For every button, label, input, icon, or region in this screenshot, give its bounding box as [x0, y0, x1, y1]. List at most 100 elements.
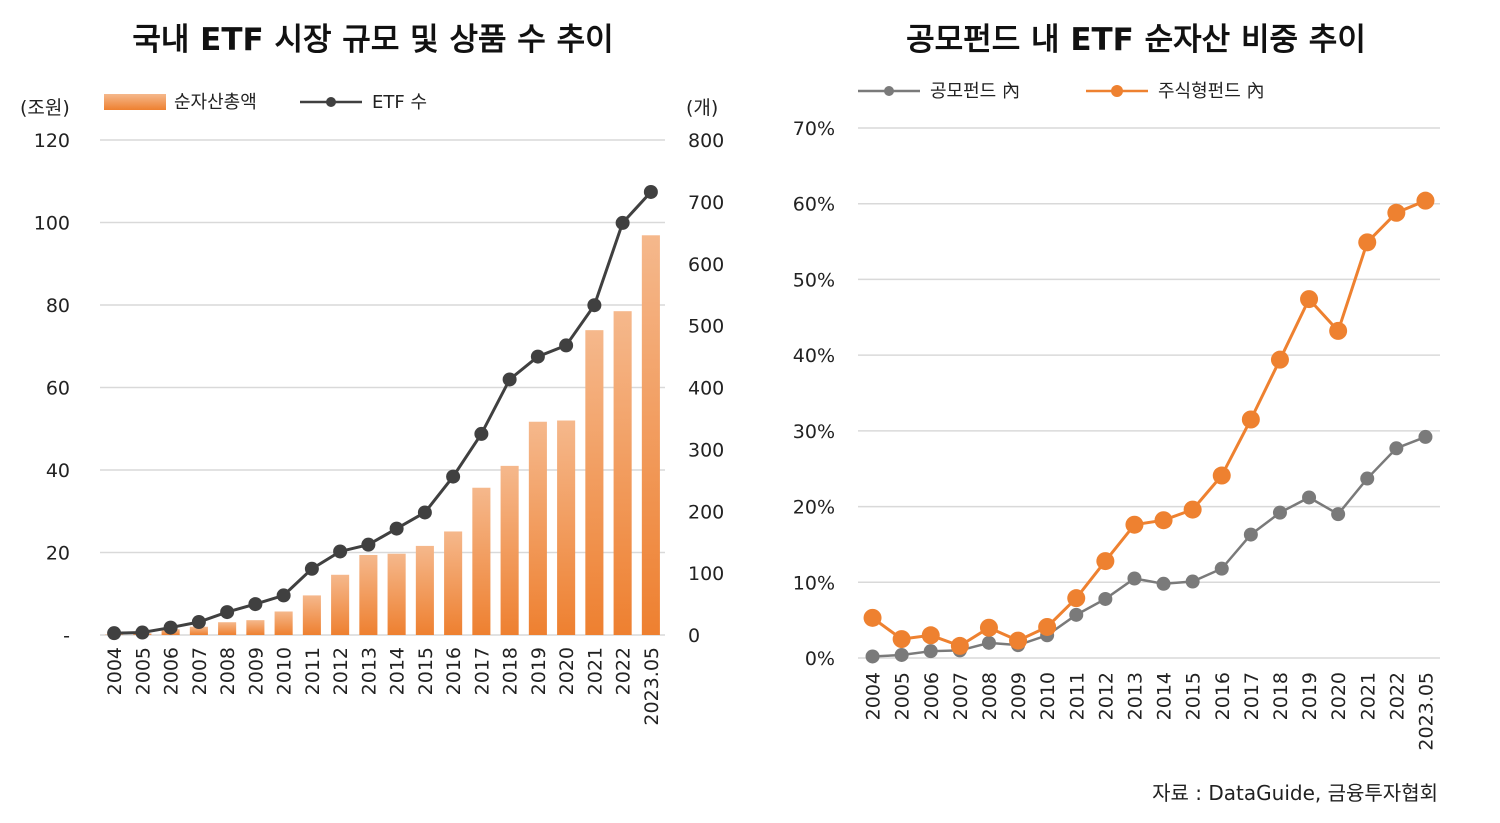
chart1-title: 국내 ETF 시장 규모 및 상품 수 추이 — [132, 22, 613, 58]
chart1-legend-line-label: ETF 수 — [372, 92, 427, 113]
chart1-x-tick: 2016 — [443, 647, 465, 695]
chart2-equity-fund-point — [1038, 617, 1057, 636]
chart1-etf-count-point — [474, 426, 489, 441]
chart1-left-unit: (조원) — [20, 97, 70, 119]
chart2-equity-fund-point — [1241, 410, 1260, 429]
chart2-x-tick: 2012 — [1095, 672, 1117, 720]
chart2-equity-fund-point — [1270, 350, 1289, 369]
chart2-equity-fund-point — [979, 618, 998, 637]
chart1-right-tick: 400 — [688, 378, 724, 400]
chart1-left-tick: 120 — [34, 130, 70, 152]
chart2-x-tick: 2013 — [1124, 672, 1146, 720]
chart1-bar — [331, 574, 350, 635]
chart1-left-tick: 60 — [46, 378, 70, 400]
chart2-public-fund-point — [1360, 471, 1375, 486]
chart2-y-tick: 0% — [805, 648, 835, 670]
chart1-etf-count-point — [615, 215, 630, 230]
chart1-x-tick: 2015 — [415, 647, 437, 695]
chart1-x-tick: 2021 — [584, 647, 606, 695]
chart1-left-tick: 100 — [34, 213, 70, 235]
chart1-right-tick: 300 — [688, 439, 724, 461]
chart2-equity-fund-point — [921, 626, 940, 645]
chart1-etf-count-point — [191, 615, 206, 630]
chart2-public-fund-line — [872, 435, 1426, 658]
chart2-equity-fund-point — [1300, 290, 1319, 309]
chart2-public-fund-point — [1069, 607, 1084, 622]
chart1-bar — [387, 553, 406, 635]
chart2-public-fund-point — [1302, 490, 1317, 505]
chart1-left-tick: - — [63, 625, 70, 647]
chart1-right-tick: 200 — [688, 501, 724, 523]
chart2-y-tick: 70% — [793, 118, 835, 140]
chart1-bar — [189, 626, 208, 635]
chart1-bar — [500, 465, 519, 635]
chart2-y-tick: 60% — [793, 194, 835, 216]
chart1-etf-count-point — [107, 626, 122, 641]
chart1-x-tick: 2008 — [217, 647, 239, 695]
chart1-x-tick: 2004 — [104, 647, 126, 695]
chart1-bar — [359, 554, 378, 635]
chart2-public-fund-point — [894, 647, 909, 662]
chart2-public-fund-point — [1331, 507, 1346, 522]
chart1-right-tick: 100 — [688, 563, 724, 585]
chart1-x-tick: 2017 — [471, 647, 493, 695]
chart1-left-tick: 20 — [46, 543, 70, 565]
chart1-etf-count-point — [361, 537, 376, 552]
chart1-x-tick: 2023.05 — [641, 647, 663, 726]
chart1-bar — [557, 420, 576, 635]
chart2-equity-fund-point — [1154, 511, 1173, 530]
chart1-right-tick: 700 — [688, 192, 724, 214]
chart2-legend-gray-label: 공모펀드 內 — [930, 81, 1020, 102]
chart1-etf-count-point — [276, 588, 291, 603]
chart2-legend-gray-marker — [884, 86, 894, 96]
chart1-x-tick: 2019 — [528, 647, 550, 695]
chart1-bar — [585, 330, 604, 635]
chart1-x-tick: 2010 — [274, 647, 296, 695]
chart1-etf-count-point — [530, 349, 545, 364]
source-note: 자료 : DataGuide, 금융투자협회 — [1152, 781, 1438, 805]
chart1-x-tick: 2007 — [189, 647, 211, 695]
chart2-equity-fund-point — [863, 608, 882, 627]
chart2-y-tick: 30% — [793, 421, 835, 443]
chart1-right-tick: 500 — [688, 316, 724, 338]
chart2-public-fund-point — [1098, 591, 1113, 606]
chart2-equity-fund-point — [1067, 589, 1086, 608]
chart1-bar — [415, 545, 434, 635]
chart1-x-tick: 2012 — [330, 647, 352, 695]
chart1-etf-count-point — [643, 184, 658, 199]
chart2-equity-fund-point — [1329, 321, 1348, 340]
chart2-x-tick: 2008 — [979, 672, 1001, 720]
chart1-etf-count-point — [304, 561, 319, 576]
chart1-right-tick: 800 — [688, 130, 724, 152]
chart2-equity-fund-line — [871, 199, 1427, 648]
chart1-right-tick: 0 — [688, 625, 700, 647]
chart2-equity-fund-point — [1009, 631, 1028, 650]
chart2-x-tick: 2021 — [1357, 672, 1379, 720]
chart1-left-tick: 80 — [46, 295, 70, 317]
chart1-bar — [528, 421, 547, 635]
chart2-equity-fund-point — [1125, 515, 1144, 534]
chart1-etf-count-point — [417, 505, 432, 520]
chart2-y-tick: 40% — [793, 345, 835, 367]
chart2-x-tick: 2009 — [1008, 672, 1030, 720]
chart1-bar — [302, 595, 321, 635]
chart2-public-fund-point — [1272, 505, 1287, 520]
chart2-public-fund-point — [865, 649, 880, 664]
chart2-title: 공모펀드 내 ETF 순자산 비중 추이 — [906, 22, 1366, 58]
chart2-equity-fund-point — [950, 636, 969, 655]
chart2-x-tick: 2017 — [1241, 672, 1263, 720]
chart1-right-tick: 600 — [688, 254, 724, 276]
chart1-bar — [472, 487, 491, 635]
chart2-public-fund-point — [1243, 527, 1258, 542]
chart1-bar — [274, 611, 293, 635]
chart2-x-tick: 2016 — [1212, 672, 1234, 720]
chart1-x-tick: 2009 — [245, 647, 267, 695]
chart1-x-tick: 2014 — [387, 647, 409, 695]
chart1-etf-count-point — [587, 298, 602, 313]
chart2-x-tick: 2022 — [1386, 672, 1408, 720]
chart2-x-tick: 2015 — [1183, 672, 1205, 720]
chart1-bar — [218, 622, 237, 635]
chart2-y-tick: 10% — [793, 572, 835, 594]
chart2-equity-fund-point — [1387, 203, 1406, 222]
